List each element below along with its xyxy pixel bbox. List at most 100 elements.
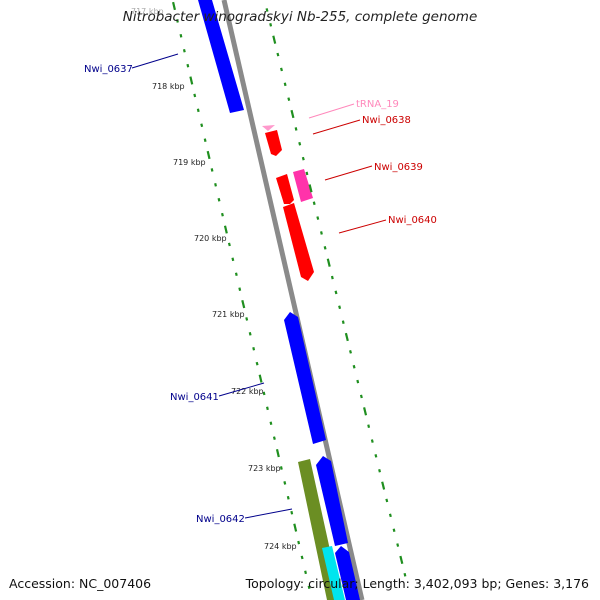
scale-tick-minor — [262, 391, 266, 396]
scale-tick-minor — [341, 320, 345, 324]
scale-tick-minor — [294, 127, 298, 131]
scale-tick-minor — [403, 572, 407, 577]
scale-tick-minor — [300, 555, 304, 560]
scale-tick-minor — [279, 466, 283, 470]
scale-tick-minor — [392, 528, 396, 533]
scale-tick-major — [293, 523, 298, 532]
gene-label-nwi-0637[interactable]: Nwi_0637 — [84, 64, 133, 75]
gene-label-trna-19[interactable]: tRNA_19 — [356, 99, 399, 110]
scale-tick-minor — [283, 82, 287, 87]
accession-text: Accession: NC_007406 — [9, 576, 152, 591]
scale-tick-minor — [269, 23, 273, 27]
gene-arrow-nwi-0641[interactable] — [284, 312, 326, 444]
scale-tick-minor — [221, 212, 224, 217]
scale-tick-minor — [272, 436, 276, 440]
gene-label-nwi-0638[interactable]: Nwi_0638 — [362, 115, 411, 126]
gene-label-nwi-0642[interactable]: Nwi_0642 — [196, 514, 245, 525]
scale-tick-minor — [374, 454, 378, 458]
scale-tick-minor — [214, 183, 217, 187]
leader-line-nwi-0639 — [324, 165, 373, 181]
scale-tick-minor — [359, 394, 363, 399]
gene-arrow-nwi-0639[interactable] — [293, 169, 313, 202]
scale-tick-dots-inner — [172, 1, 311, 590]
scale-tick-major — [399, 555, 404, 565]
scale-tick-minor — [200, 123, 204, 128]
scale-tick-minor — [217, 197, 221, 202]
scale-tick-minor — [203, 138, 207, 142]
gene-label-nwi-0641[interactable]: Nwi_0641 — [170, 392, 219, 403]
scale-tick-minor — [298, 141, 302, 146]
genome-summary-text: Topology: circular; Length: 3,402,093 bp… — [245, 576, 589, 591]
scale-tick-major — [363, 407, 368, 416]
scale-tick-major — [290, 109, 295, 119]
leader-line-nwi-0642 — [244, 508, 293, 519]
leader-line-nwi-0637 — [131, 53, 179, 69]
scale-tick-minor — [287, 97, 291, 101]
scale-tick-minor — [269, 421, 273, 426]
scale-tick-minor — [301, 156, 305, 161]
gene-arrow-nwi-0639a[interactable] — [276, 174, 294, 204]
scale-tick-minor — [304, 570, 307, 575]
scale-label-719kbp: 719 kbp — [173, 158, 206, 167]
scale-tick-major — [275, 448, 280, 458]
scale-tick-minor — [356, 379, 360, 384]
scale-tick-minor — [179, 33, 183, 38]
scale-tick-minor — [252, 346, 256, 351]
genome-title: Nitrobacter winogradskyi Nb-255, complet… — [122, 9, 478, 25]
scale-tick-minor — [297, 540, 301, 545]
scale-tick-minor — [367, 424, 371, 428]
scale-tick-minor — [280, 67, 283, 72]
genome-backbone — [221, 0, 365, 600]
scale-tick-major — [241, 299, 246, 309]
scale-tick-minor — [307, 585, 311, 590]
scale-tick-major — [344, 332, 349, 342]
scale-tick-minor — [316, 216, 320, 220]
gene-arrow-nwi-0640[interactable] — [283, 203, 314, 281]
scale-tick-minor — [196, 108, 200, 113]
scale-tick-minor — [193, 93, 197, 98]
scale-label-717kbp: 717 kbp — [131, 7, 164, 16]
scale-tick-major — [326, 258, 331, 267]
leader-line-nwi-0641 — [218, 382, 265, 397]
scale-tick-minor — [182, 48, 186, 53]
scale-tick-minor — [378, 468, 381, 473]
scale-tick-minor — [266, 406, 269, 411]
trna-arrow-trna-19[interactable] — [262, 125, 275, 131]
scale-tick-minor — [176, 19, 179, 23]
scale-tick-minor — [286, 495, 290, 500]
scale-tick-minor — [370, 439, 374, 443]
scale-tick-minor — [338, 305, 342, 310]
gene-arrow-end[interactable] — [335, 546, 360, 600]
scale-tick-minor — [385, 498, 389, 503]
scale-tick-major — [258, 374, 263, 383]
scale-label-718kbp: 718 kbp — [152, 82, 185, 91]
scale-label-723kbp: 723 kbp — [248, 464, 281, 473]
gene-arrow-nwi-0637[interactable] — [198, 0, 244, 113]
scale-tick-minor — [231, 257, 235, 262]
gene-arrow-nwi-0642[interactable] — [316, 456, 348, 546]
gene-arrow-nwi-0638[interactable] — [265, 130, 282, 156]
gene-label-nwi-0639[interactable]: Nwi_0639 — [374, 162, 423, 173]
scale-tick-minor — [388, 513, 392, 518]
gene-label-nwi-0640[interactable]: Nwi_0640 — [388, 215, 437, 226]
scale-label-721kbp: 721 kbp — [212, 310, 245, 319]
scale-tick-major — [189, 76, 194, 85]
scale-tick-major — [172, 1, 176, 11]
scale-tick-minor — [265, 8, 269, 12]
scale-tick-minor — [320, 231, 323, 235]
scale-tick-major — [308, 184, 313, 193]
scale-tick-minor — [238, 287, 242, 291]
gene-arrow-cyan[interactable] — [322, 546, 345, 600]
scale-tick-minor — [283, 481, 287, 485]
scale-tick-dots-outer — [265, 8, 407, 577]
scale-tick-minor — [352, 364, 356, 369]
scale-tick-minor — [234, 272, 238, 277]
scale-tick-minor — [396, 543, 400, 547]
scale-tick-minor — [334, 290, 338, 295]
scale-tick-minor — [330, 275, 334, 280]
scale-tick-minor — [186, 63, 190, 68]
scale-tick-minor — [290, 510, 294, 515]
scale-label-720kbp: 720 kbp — [194, 234, 227, 243]
